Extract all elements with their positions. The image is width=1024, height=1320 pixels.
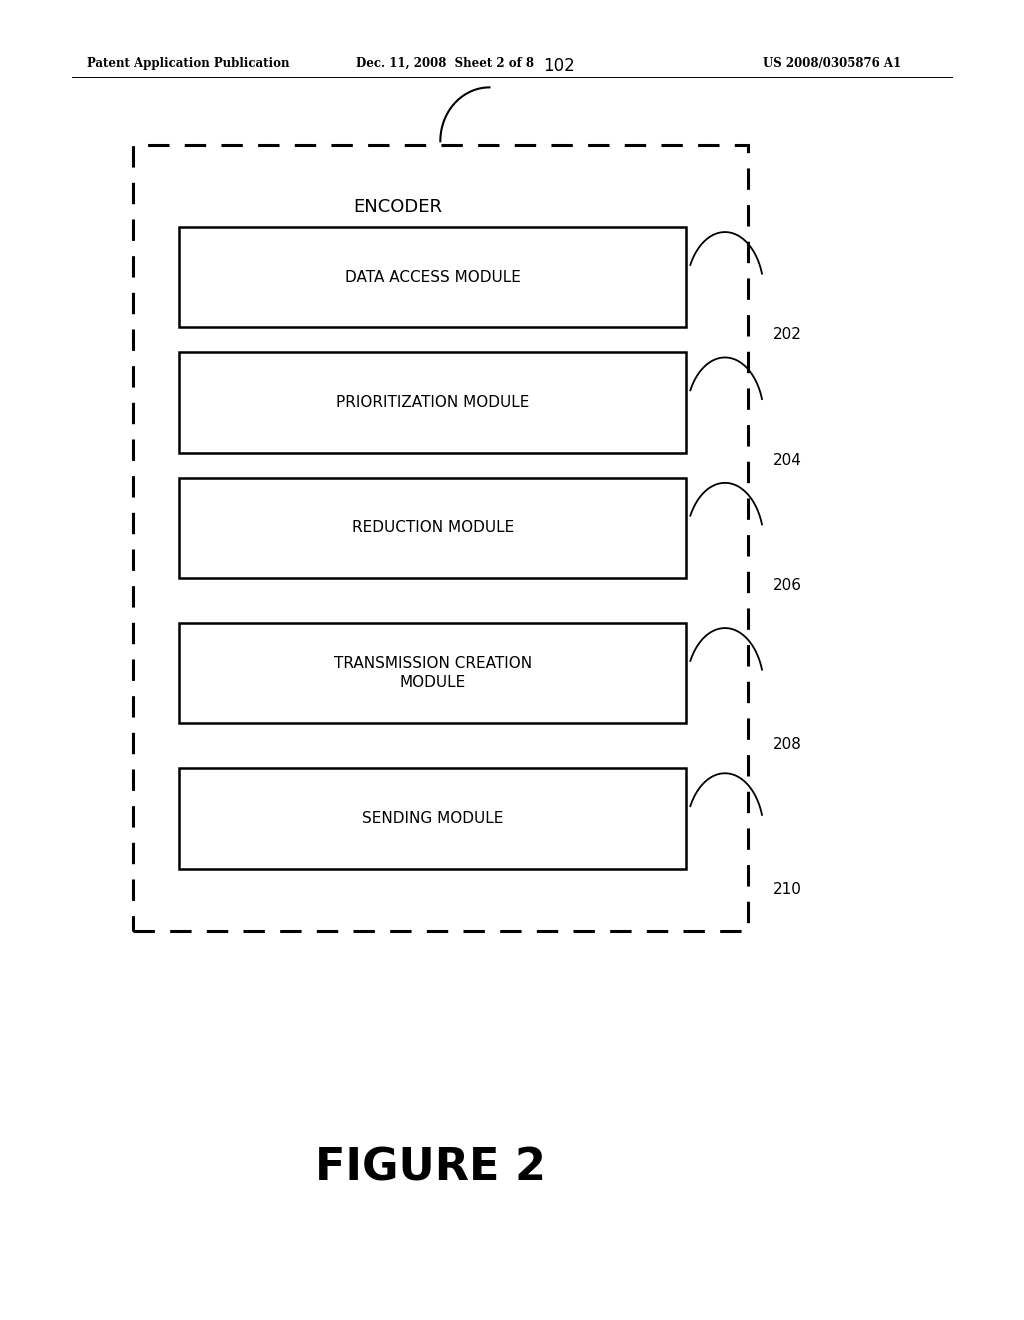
Text: REDUCTION MODULE: REDUCTION MODULE — [351, 520, 514, 536]
Text: US 2008/0305876 A1: US 2008/0305876 A1 — [763, 57, 901, 70]
Text: 202: 202 — [773, 327, 802, 342]
Text: 208: 208 — [773, 737, 802, 751]
Text: PRIORITIZATION MODULE: PRIORITIZATION MODULE — [336, 395, 529, 411]
Text: FIGURE 2: FIGURE 2 — [314, 1147, 546, 1189]
Bar — [133, 145, 748, 931]
Text: 204: 204 — [773, 453, 802, 467]
Text: 102: 102 — [543, 57, 574, 75]
Text: TRANSMISSION CREATION
MODULE: TRANSMISSION CREATION MODULE — [334, 656, 531, 690]
Bar — [179, 478, 686, 578]
Bar — [179, 623, 686, 723]
Bar — [179, 227, 686, 327]
Text: Dec. 11, 2008  Sheet 2 of 8: Dec. 11, 2008 Sheet 2 of 8 — [356, 57, 535, 70]
Text: 206: 206 — [773, 578, 802, 593]
Bar — [179, 352, 686, 453]
Bar — [179, 768, 686, 869]
Text: SENDING MODULE: SENDING MODULE — [361, 810, 504, 826]
Text: DATA ACCESS MODULE: DATA ACCESS MODULE — [345, 269, 520, 285]
Text: ENCODER: ENCODER — [353, 198, 441, 216]
Text: 210: 210 — [773, 882, 802, 896]
Text: Patent Application Publication: Patent Application Publication — [87, 57, 290, 70]
